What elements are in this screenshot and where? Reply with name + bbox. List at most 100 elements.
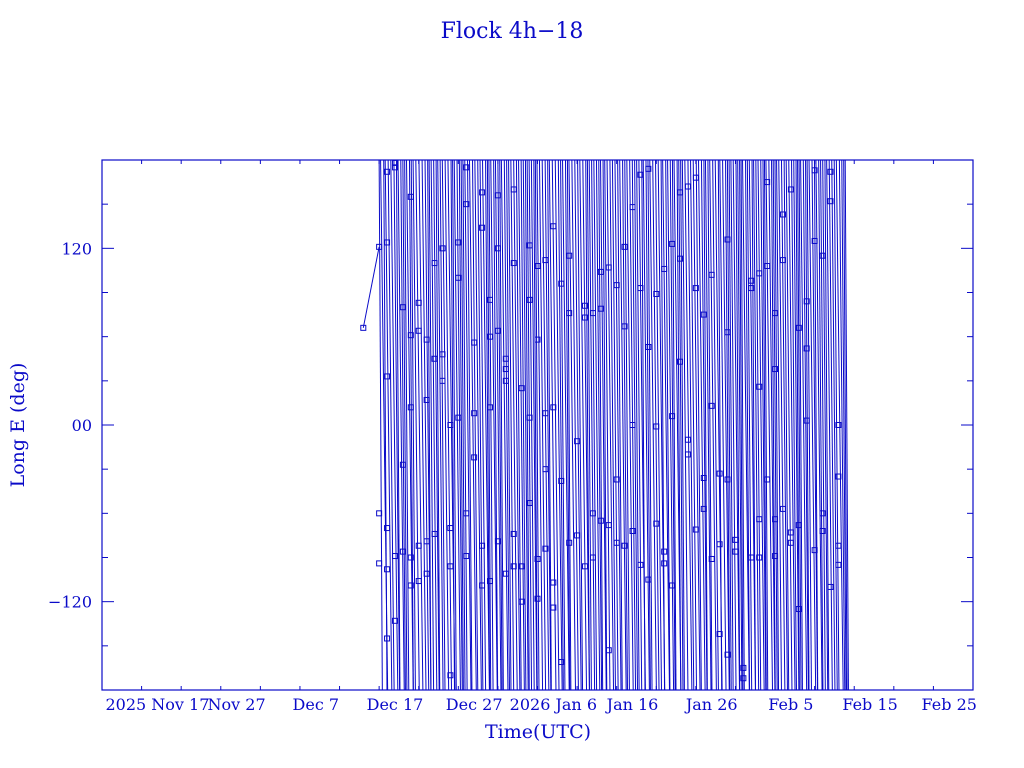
data-point <box>653 423 660 430</box>
series-line <box>815 159 823 691</box>
data-point <box>819 528 826 534</box>
x-tick-label: 2026 Jan 6 <box>510 695 597 714</box>
series-line <box>692 159 701 691</box>
series-line <box>647 159 653 691</box>
data-point <box>447 525 454 532</box>
series-line <box>746 159 753 691</box>
series-line <box>433 159 440 691</box>
series-line <box>378 159 383 691</box>
series-line <box>811 159 819 691</box>
data-point <box>407 332 414 339</box>
series-line <box>805 159 810 691</box>
data-point <box>534 263 541 269</box>
data-point <box>447 563 454 570</box>
series-line <box>452 159 457 691</box>
data-point <box>542 410 549 417</box>
series-line <box>574 159 582 691</box>
series-line <box>795 159 800 691</box>
data-point <box>708 271 715 278</box>
series-line <box>606 159 615 691</box>
data-point <box>399 461 406 468</box>
data-point <box>502 355 509 362</box>
data-point <box>526 414 533 421</box>
series-line <box>641 159 646 691</box>
series-line <box>564 159 571 691</box>
data-point <box>502 570 509 577</box>
series-line <box>740 159 745 691</box>
data-point <box>772 310 779 317</box>
series-line <box>506 159 512 691</box>
series-line <box>737 159 743 691</box>
data-point <box>542 466 549 473</box>
data-point <box>423 570 430 577</box>
data-point <box>669 413 676 420</box>
series-line <box>776 159 782 691</box>
data-point <box>811 547 818 554</box>
series-line <box>456 159 463 691</box>
series-line <box>536 159 544 691</box>
data-point <box>835 561 842 568</box>
data-point <box>431 530 438 537</box>
series-line <box>560 159 566 691</box>
series-line <box>585 159 590 691</box>
series-line <box>813 159 819 691</box>
series-line <box>652 159 660 691</box>
data-point <box>772 366 779 373</box>
data-point <box>486 404 493 411</box>
data-point <box>795 606 802 613</box>
series-line <box>681 159 689 691</box>
data-point <box>486 333 493 340</box>
x-tick-label: Nov 27 <box>208 695 266 714</box>
series-line <box>462 159 468 691</box>
series-line <box>772 159 778 691</box>
y-tick-label: 120 <box>61 239 92 258</box>
data-point <box>716 541 723 548</box>
series-line <box>717 159 723 691</box>
data-point <box>439 351 446 358</box>
series-line <box>486 159 492 691</box>
data-point <box>384 373 391 380</box>
series-line <box>464 159 472 691</box>
data-point <box>827 583 834 590</box>
series-line <box>642 159 650 691</box>
series-line <box>690 159 698 691</box>
series-line <box>579 159 588 691</box>
series-line <box>831 159 838 691</box>
data-point <box>645 165 652 172</box>
data-point <box>399 304 406 311</box>
data-point <box>376 510 383 517</box>
data-point <box>510 186 517 193</box>
series-line <box>802 159 809 691</box>
data-point <box>803 345 810 352</box>
data-point <box>423 396 430 403</box>
series-line <box>678 159 684 691</box>
data-point <box>692 526 699 533</box>
data-point <box>471 454 478 461</box>
data-point <box>700 505 707 512</box>
series-line <box>671 159 677 691</box>
series-line <box>645 159 651 691</box>
data-point <box>732 548 739 555</box>
data-point <box>574 438 581 445</box>
data-point <box>423 336 430 343</box>
series-line <box>544 159 552 691</box>
data-point <box>597 517 604 524</box>
series-line <box>707 159 713 691</box>
series-line <box>412 159 420 691</box>
x-tick-label: Dec 27 <box>446 695 503 714</box>
series-line <box>397 159 405 691</box>
data-point <box>692 285 699 292</box>
series-line <box>797 159 802 691</box>
data-point <box>779 505 786 512</box>
data-point <box>677 255 684 262</box>
series-line <box>624 159 630 691</box>
series-line <box>500 159 509 691</box>
series-line <box>588 159 596 691</box>
data-point <box>835 473 842 480</box>
series-line <box>494 159 502 691</box>
series-line <box>680 159 685 691</box>
series-line <box>843 159 848 691</box>
data-point <box>835 422 842 428</box>
